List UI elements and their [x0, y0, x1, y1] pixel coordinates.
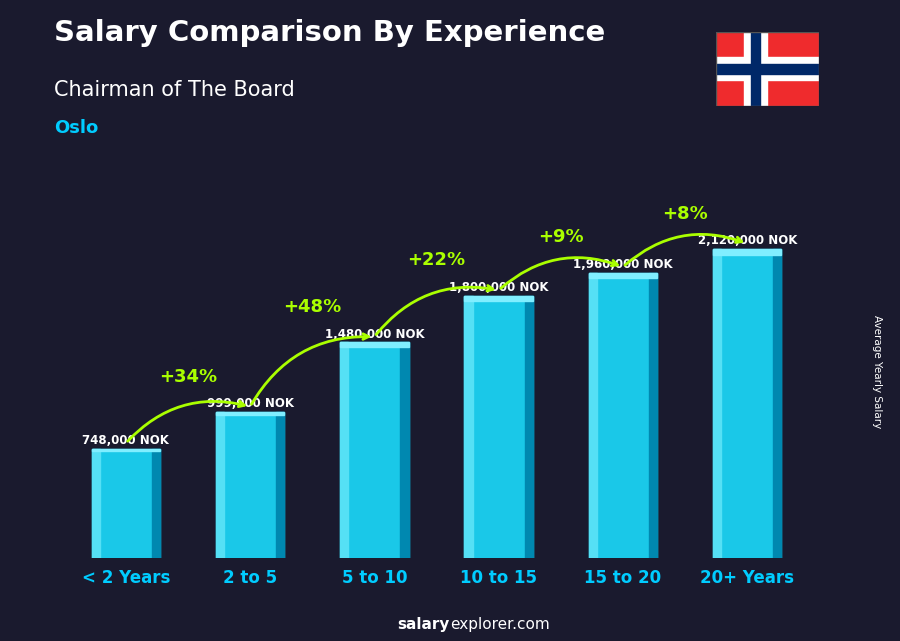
Text: Salary Comparison By Experience: Salary Comparison By Experience [54, 19, 605, 47]
Text: 999,000 NOK: 999,000 NOK [207, 397, 293, 410]
Bar [216, 412, 284, 558]
Bar [589, 272, 657, 558]
Bar [713, 249, 781, 256]
Text: 1,480,000 NOK: 1,480,000 NOK [325, 328, 424, 340]
Text: salary: salary [398, 617, 450, 633]
Bar [589, 272, 657, 278]
Bar [649, 272, 657, 558]
Bar [525, 296, 533, 558]
Bar [743, 32, 767, 106]
Bar [92, 449, 160, 451]
Text: +9%: +9% [538, 228, 583, 246]
Bar [716, 58, 819, 80]
Text: +48%: +48% [284, 298, 341, 316]
Bar [400, 342, 409, 558]
Text: 1,800,000 NOK: 1,800,000 NOK [449, 281, 548, 294]
Bar [340, 342, 409, 347]
Bar [340, 342, 348, 558]
Bar [751, 32, 760, 106]
Text: +34%: +34% [159, 368, 217, 386]
Bar [216, 412, 224, 558]
Bar [464, 296, 533, 301]
Bar [589, 272, 597, 558]
Text: +8%: +8% [662, 205, 708, 223]
Text: Average Yearly Salary: Average Yearly Salary [872, 315, 883, 428]
Bar [716, 64, 819, 74]
Text: Chairman of The Board: Chairman of The Board [54, 80, 295, 100]
Bar [773, 249, 781, 558]
Text: 1,960,000 NOK: 1,960,000 NOK [573, 258, 672, 271]
Bar [92, 449, 100, 558]
Bar [152, 449, 160, 558]
Bar [216, 412, 284, 415]
Bar [464, 296, 473, 558]
Text: 2,120,000 NOK: 2,120,000 NOK [698, 235, 796, 247]
Bar [713, 249, 721, 558]
Bar [340, 342, 409, 558]
Bar [464, 296, 533, 558]
Text: Oslo: Oslo [54, 119, 98, 137]
Text: explorer.com: explorer.com [450, 617, 550, 633]
Bar [713, 249, 781, 558]
Text: +22%: +22% [408, 251, 465, 269]
Text: 748,000 NOK: 748,000 NOK [82, 434, 169, 447]
Bar [92, 449, 160, 558]
Bar [276, 412, 284, 558]
